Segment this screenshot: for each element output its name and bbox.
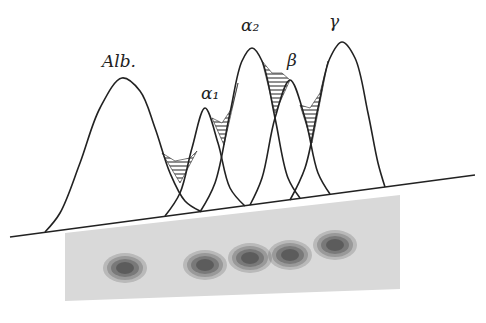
svg-text:β: β: [286, 50, 297, 70]
svg-text:α₂: α₂: [241, 15, 259, 35]
svg-text:Alb.: Alb.: [100, 51, 136, 71]
svg-text:α₁: α₁: [201, 83, 219, 103]
svg-text:γ: γ: [329, 11, 340, 31]
